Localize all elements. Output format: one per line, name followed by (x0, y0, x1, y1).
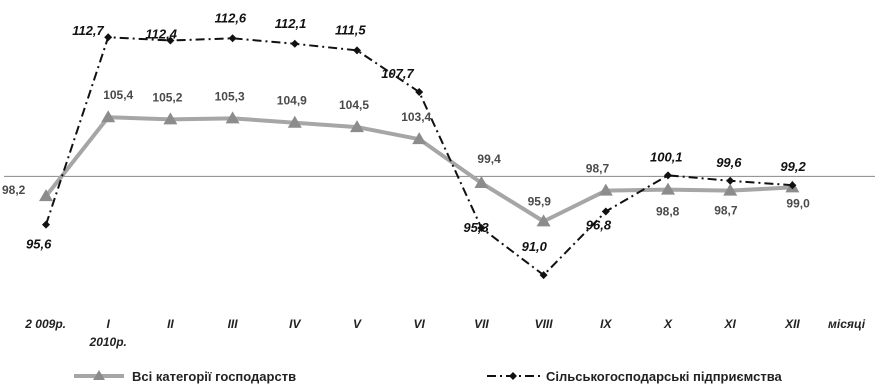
marker-agri (104, 33, 112, 41)
data-label-all: 95,9 (528, 194, 552, 208)
x-tick-label: IV (289, 317, 301, 331)
data-label-all: 105,2 (152, 90, 182, 104)
legend-label-agri: Сільськогосподарські підприємства (546, 369, 783, 384)
data-label-all: 104,5 (339, 98, 369, 112)
marker-agri (726, 177, 734, 185)
legend-marker-agri (509, 372, 517, 380)
marker-agri (229, 34, 237, 42)
data-label-agri: 112,7 (72, 23, 104, 38)
x-tick-label: XII (784, 317, 800, 331)
data-label-all: 99,0 (786, 196, 810, 210)
marker-agri (664, 171, 672, 179)
data-label-agri: 107,7 (381, 66, 414, 81)
x-tick-label: I (107, 317, 111, 331)
x-tick-label: III (228, 317, 239, 331)
data-label-agri: 112,6 (215, 10, 247, 25)
data-label-agri: 112,4 (145, 27, 177, 42)
legend-label-all: Всі категорії господарств (132, 369, 296, 384)
data-label-agri: 100,1 (650, 149, 683, 164)
x-tick-label: VII (474, 317, 489, 331)
x-tick-label: II (167, 317, 174, 331)
x-tick-label: VI (414, 317, 426, 331)
data-label-all: 104,9 (277, 94, 307, 108)
data-label-agri: 99,2 (780, 159, 806, 174)
marker-agri (42, 221, 50, 229)
x-tick-label: IX (600, 317, 612, 331)
data-label-agri: 96,8 (586, 218, 612, 233)
x-tick-sublabel: 2010р. (89, 335, 127, 349)
x-axis-end-label: місяці (828, 317, 866, 331)
data-label-all: 98,7 (714, 204, 738, 218)
data-label-all: 103,4 (401, 110, 431, 124)
x-tick-label: VIII (535, 317, 554, 331)
data-label-all: 99,4 (477, 152, 501, 166)
data-label-agri: 95,3 (463, 220, 489, 235)
data-label-agri: 112,1 (275, 16, 307, 31)
x-tick-label: 2 009р. (24, 317, 66, 331)
x-tick-label: V (353, 317, 362, 331)
data-label-agri: 111,5 (335, 22, 366, 37)
marker-agri (602, 208, 610, 216)
data-label-agri: 95,6 (26, 237, 52, 252)
x-tick-label: X (663, 317, 673, 331)
data-label-all: 105,4 (103, 88, 133, 102)
data-label-all: 98,8 (656, 205, 680, 219)
data-label-agri: 91,0 (522, 239, 548, 254)
marker-agri (291, 40, 299, 48)
data-label-all: 98,2 (2, 183, 26, 197)
data-label-agri: 99,6 (716, 155, 742, 170)
data-label-all: 105,3 (215, 89, 245, 103)
x-tick-label: XI (724, 317, 737, 331)
data-label-all: 98,7 (586, 162, 610, 176)
